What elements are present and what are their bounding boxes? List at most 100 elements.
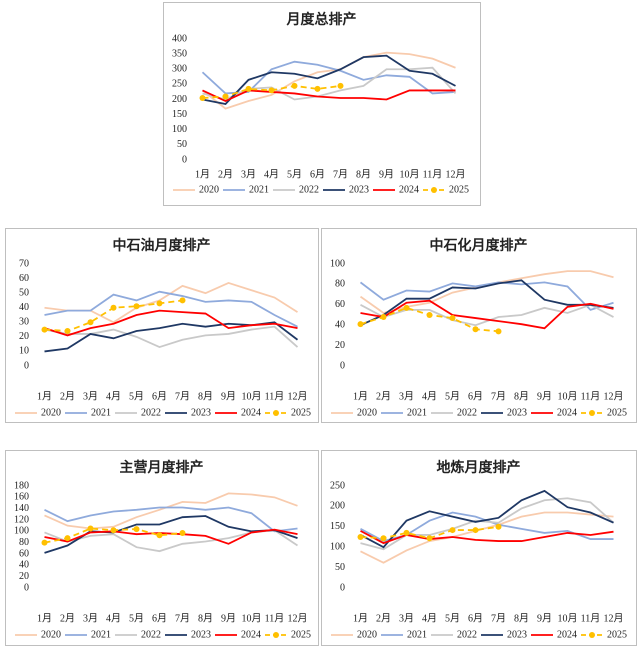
x-tick-label: 1月: [353, 390, 368, 402]
x-tick-label: 10月: [400, 168, 420, 180]
legend-label: 2024: [241, 407, 261, 418]
legend-label: 2020: [199, 184, 219, 195]
legend-marker: [431, 187, 437, 193]
chart-title: 月度总排产: [286, 11, 357, 28]
x-tick-label: 11月: [581, 612, 601, 624]
legend-label: 2022: [457, 407, 477, 418]
legend-marker: [273, 410, 279, 416]
point: [110, 304, 117, 311]
series-line: [360, 511, 614, 564]
x-tick-label: 3月: [399, 390, 414, 402]
panel: [163, 2, 481, 206]
chart-title: 主营月度排产: [120, 459, 204, 476]
point: [199, 94, 206, 101]
point: [426, 312, 433, 318]
point: [41, 539, 48, 546]
point: [380, 314, 387, 321]
point: [472, 527, 479, 534]
point: [245, 85, 252, 92]
legend-label: 2025: [291, 407, 311, 418]
y-tick-label: 150: [330, 521, 345, 532]
point: [357, 321, 364, 328]
y-tick-label: 250: [172, 79, 187, 90]
x-tick-label: 4月: [106, 390, 121, 402]
legend-label: 2021: [407, 407, 427, 418]
x-tick-label: 12月: [604, 390, 624, 402]
legend-label: 2022: [299, 184, 319, 195]
y-tick-label: 100: [330, 541, 345, 552]
legend-label: 2025: [607, 629, 627, 640]
legend-label: 2024: [241, 629, 261, 640]
x-tick-label: 3月: [83, 612, 98, 624]
y-tick-label: 20: [19, 331, 29, 342]
chart-title: 中石化月度排产: [430, 237, 528, 254]
x-tick-label: 5月: [445, 390, 460, 402]
x-tick-label: 9月: [537, 612, 552, 624]
point: [314, 85, 321, 92]
legend-marker: [273, 632, 279, 638]
y-tick-label: 80: [19, 537, 29, 548]
y-tick-label: 200: [330, 501, 345, 512]
y-tick-label: 0: [182, 154, 187, 165]
x-tick-label: 7月: [175, 612, 190, 624]
legend-label: 2021: [249, 184, 269, 195]
y-tick-label: 150: [172, 109, 187, 120]
y-tick-label: 80: [335, 279, 345, 290]
x-tick-label: 5月: [129, 390, 144, 402]
legend-label: 2020: [41, 629, 61, 640]
legend-label: 2023: [191, 629, 211, 640]
x-tick-label: 11月: [581, 390, 601, 402]
legend-label: 2020: [41, 407, 61, 418]
point: [337, 82, 344, 89]
legend-label: 2025: [607, 407, 627, 418]
point: [291, 82, 298, 89]
legend-label: 2020: [357, 629, 377, 640]
y-tick-label: 40: [19, 560, 29, 571]
x-tick-label: 2月: [218, 168, 233, 180]
legend-label: 2022: [141, 629, 161, 640]
y-tick-label: 200: [172, 94, 187, 105]
x-tick-label: 12月: [604, 612, 624, 624]
series-line: [360, 489, 614, 549]
series-line: [360, 299, 614, 330]
x-tick-label: 9月: [221, 390, 236, 402]
series-line: [201, 51, 456, 110]
panel: [5, 228, 319, 423]
panel: [321, 450, 637, 646]
x-tick-label: 4月: [264, 168, 279, 180]
y-tick-label: 180: [14, 480, 29, 491]
y-tick-label: 50: [19, 287, 29, 298]
chart-title: 中石油月度排产: [113, 237, 211, 254]
series-line: [44, 492, 298, 530]
x-tick-label: 4月: [106, 612, 121, 624]
point: [110, 527, 117, 534]
series-line: [44, 528, 298, 545]
legend-label: 2021: [91, 407, 111, 418]
legend-label: 2024: [557, 407, 577, 418]
y-tick-label: 60: [19, 273, 29, 284]
x-tick-label: 10月: [558, 612, 578, 624]
point: [156, 532, 163, 539]
x-tick-label: 8月: [198, 390, 213, 402]
x-tick-label: 9月: [221, 612, 236, 624]
x-tick-label: 6月: [310, 168, 325, 180]
x-tick-label: 11月: [265, 390, 285, 402]
legend-label: 2023: [349, 184, 369, 195]
point: [64, 535, 71, 542]
series-line: [360, 497, 615, 551]
x-tick-label: 1月: [37, 612, 52, 624]
series-line: [44, 506, 298, 533]
point: [179, 297, 186, 304]
x-tick-label: 2月: [376, 612, 391, 624]
y-tick-label: 0: [24, 360, 29, 371]
x-tick-label: 11月: [265, 612, 285, 624]
point: [268, 87, 275, 94]
series-line: [360, 303, 614, 327]
legend-label: 2021: [91, 629, 111, 640]
y-tick-label: 100: [330, 258, 345, 269]
y-tick-label: 160: [14, 492, 29, 503]
x-tick-label: 10月: [242, 390, 262, 402]
y-tick-label: 100: [172, 124, 187, 135]
y-tick-label: 250: [330, 480, 345, 491]
x-tick-label: 5月: [129, 612, 144, 624]
